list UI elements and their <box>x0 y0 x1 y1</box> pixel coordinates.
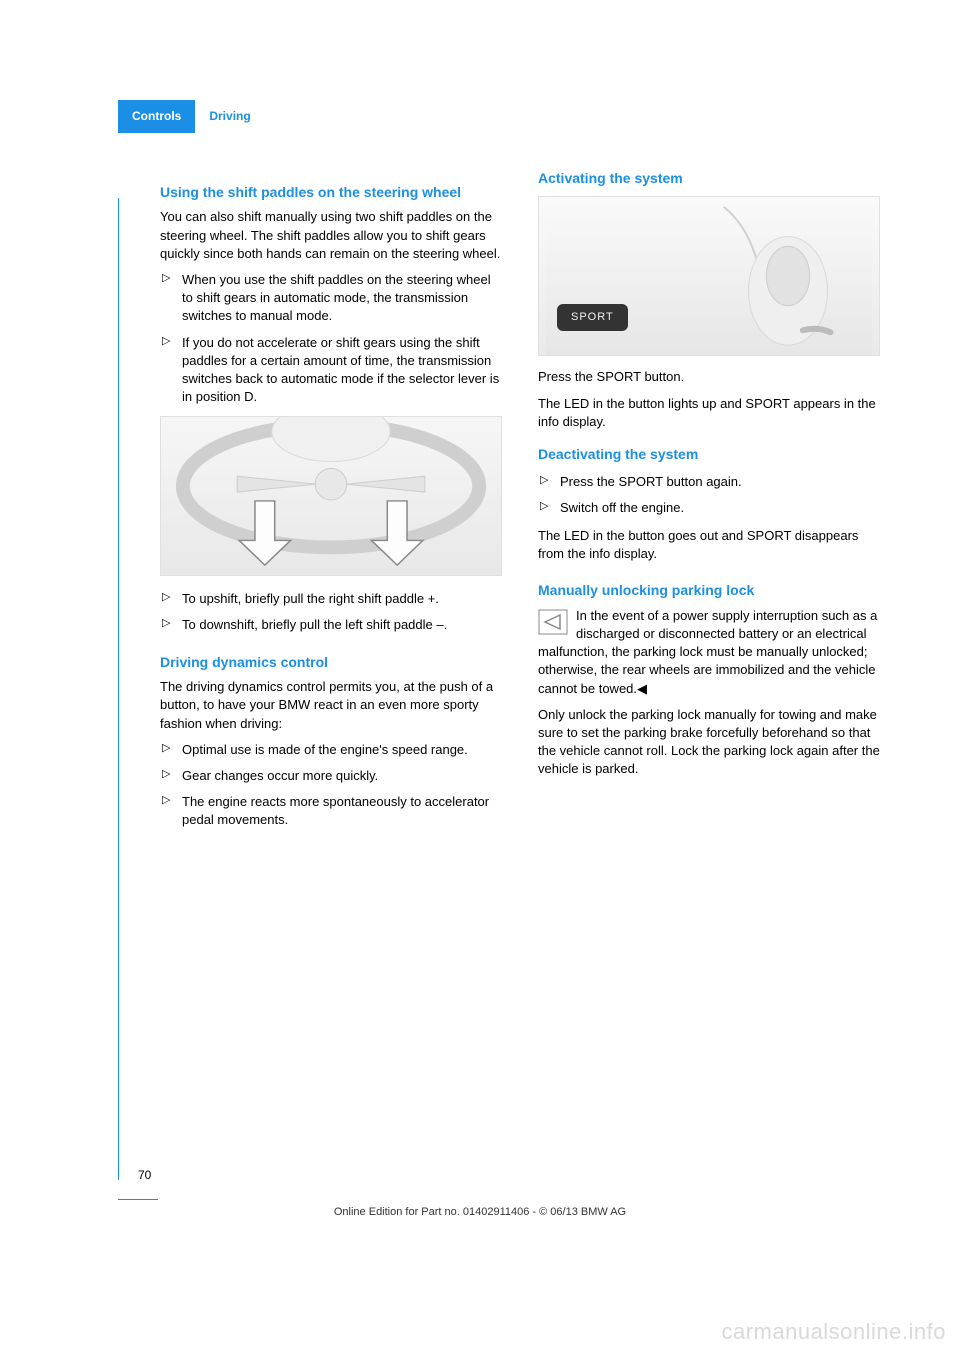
footer-text: Online Edition for Part no. 01402911406 … <box>0 1205 960 1220</box>
sport-button-label: SPORT <box>557 304 628 331</box>
paragraph: Only unlock the parking lock manually fo… <box>538 706 880 779</box>
column-left: Using the shift paddles on the steering … <box>160 169 502 840</box>
manual-page: Controls Driving Using the shift paddles… <box>0 0 960 1280</box>
tab-controls: Controls <box>118 100 195 133</box>
list-item: If you do not accelerate or shift gears … <box>160 334 502 407</box>
caution-icon <box>538 609 568 635</box>
list-item: Switch off the engine. <box>538 499 880 517</box>
watermark: carmanualsonline.info <box>721 1317 946 1348</box>
list-item: The engine reacts more spontaneously to … <box>160 793 502 829</box>
breadcrumb-tabs: Controls Driving <box>118 100 900 133</box>
page-number: 70 <box>138 1167 151 1184</box>
heading-deactivating: Deactivating the system <box>538 445 880 465</box>
steering-wheel-illustration <box>161 417 501 575</box>
column-right: Activating the system SPORT <box>538 169 880 840</box>
footer-rule <box>118 1199 158 1200</box>
list-item: When you use the shift paddles on the st… <box>160 271 502 326</box>
list-item: Press the SPORT button again. <box>538 473 880 491</box>
content-columns: Using the shift paddles on the steering … <box>160 169 880 840</box>
paragraph: Press the SPORT button. <box>538 368 880 386</box>
figure-steering-wheel <box>160 416 502 576</box>
paragraph: The LED in the button lights up and SPOR… <box>538 395 880 431</box>
list-item: To downshift, briefly pull the left shif… <box>160 616 502 634</box>
heading-shift-paddles: Using the shift paddles on the steering … <box>160 183 502 203</box>
heading-driving-dynamics: Driving dynamics control <box>160 653 502 673</box>
list-item: Gear changes occur more quickly. <box>160 767 502 785</box>
side-rule <box>118 198 119 1180</box>
list-dynamics-features: Optimal use is made of the engine's spee… <box>160 741 502 830</box>
list-deactivate: Press the SPORT button again. Switch off… <box>538 473 880 517</box>
figure-sport-button: SPORT <box>538 196 880 356</box>
center-console-illustration <box>539 197 879 355</box>
note-paragraph: In the event of a power supply interrupt… <box>538 607 880 698</box>
paragraph: The driving dynamics control permits you… <box>160 678 502 733</box>
list-shift-behavior: When you use the shift paddles on the st… <box>160 271 502 406</box>
list-item: To upshift, briefly pull the right shift… <box>160 590 502 608</box>
paragraph: The LED in the button goes out and SPORT… <box>538 527 880 563</box>
tab-driving: Driving <box>195 100 264 133</box>
heading-activating: Activating the system <box>538 169 880 189</box>
heading-parking-lock: Manually unlocking parking lock <box>538 581 880 601</box>
note-text: In the event of a power supply interrupt… <box>538 608 877 696</box>
paragraph: You can also shift manually using two sh… <box>160 208 502 263</box>
list-item: Optimal use is made of the engine's spee… <box>160 741 502 759</box>
list-shift-directions: To upshift, briefly pull the right shift… <box>160 590 502 634</box>
